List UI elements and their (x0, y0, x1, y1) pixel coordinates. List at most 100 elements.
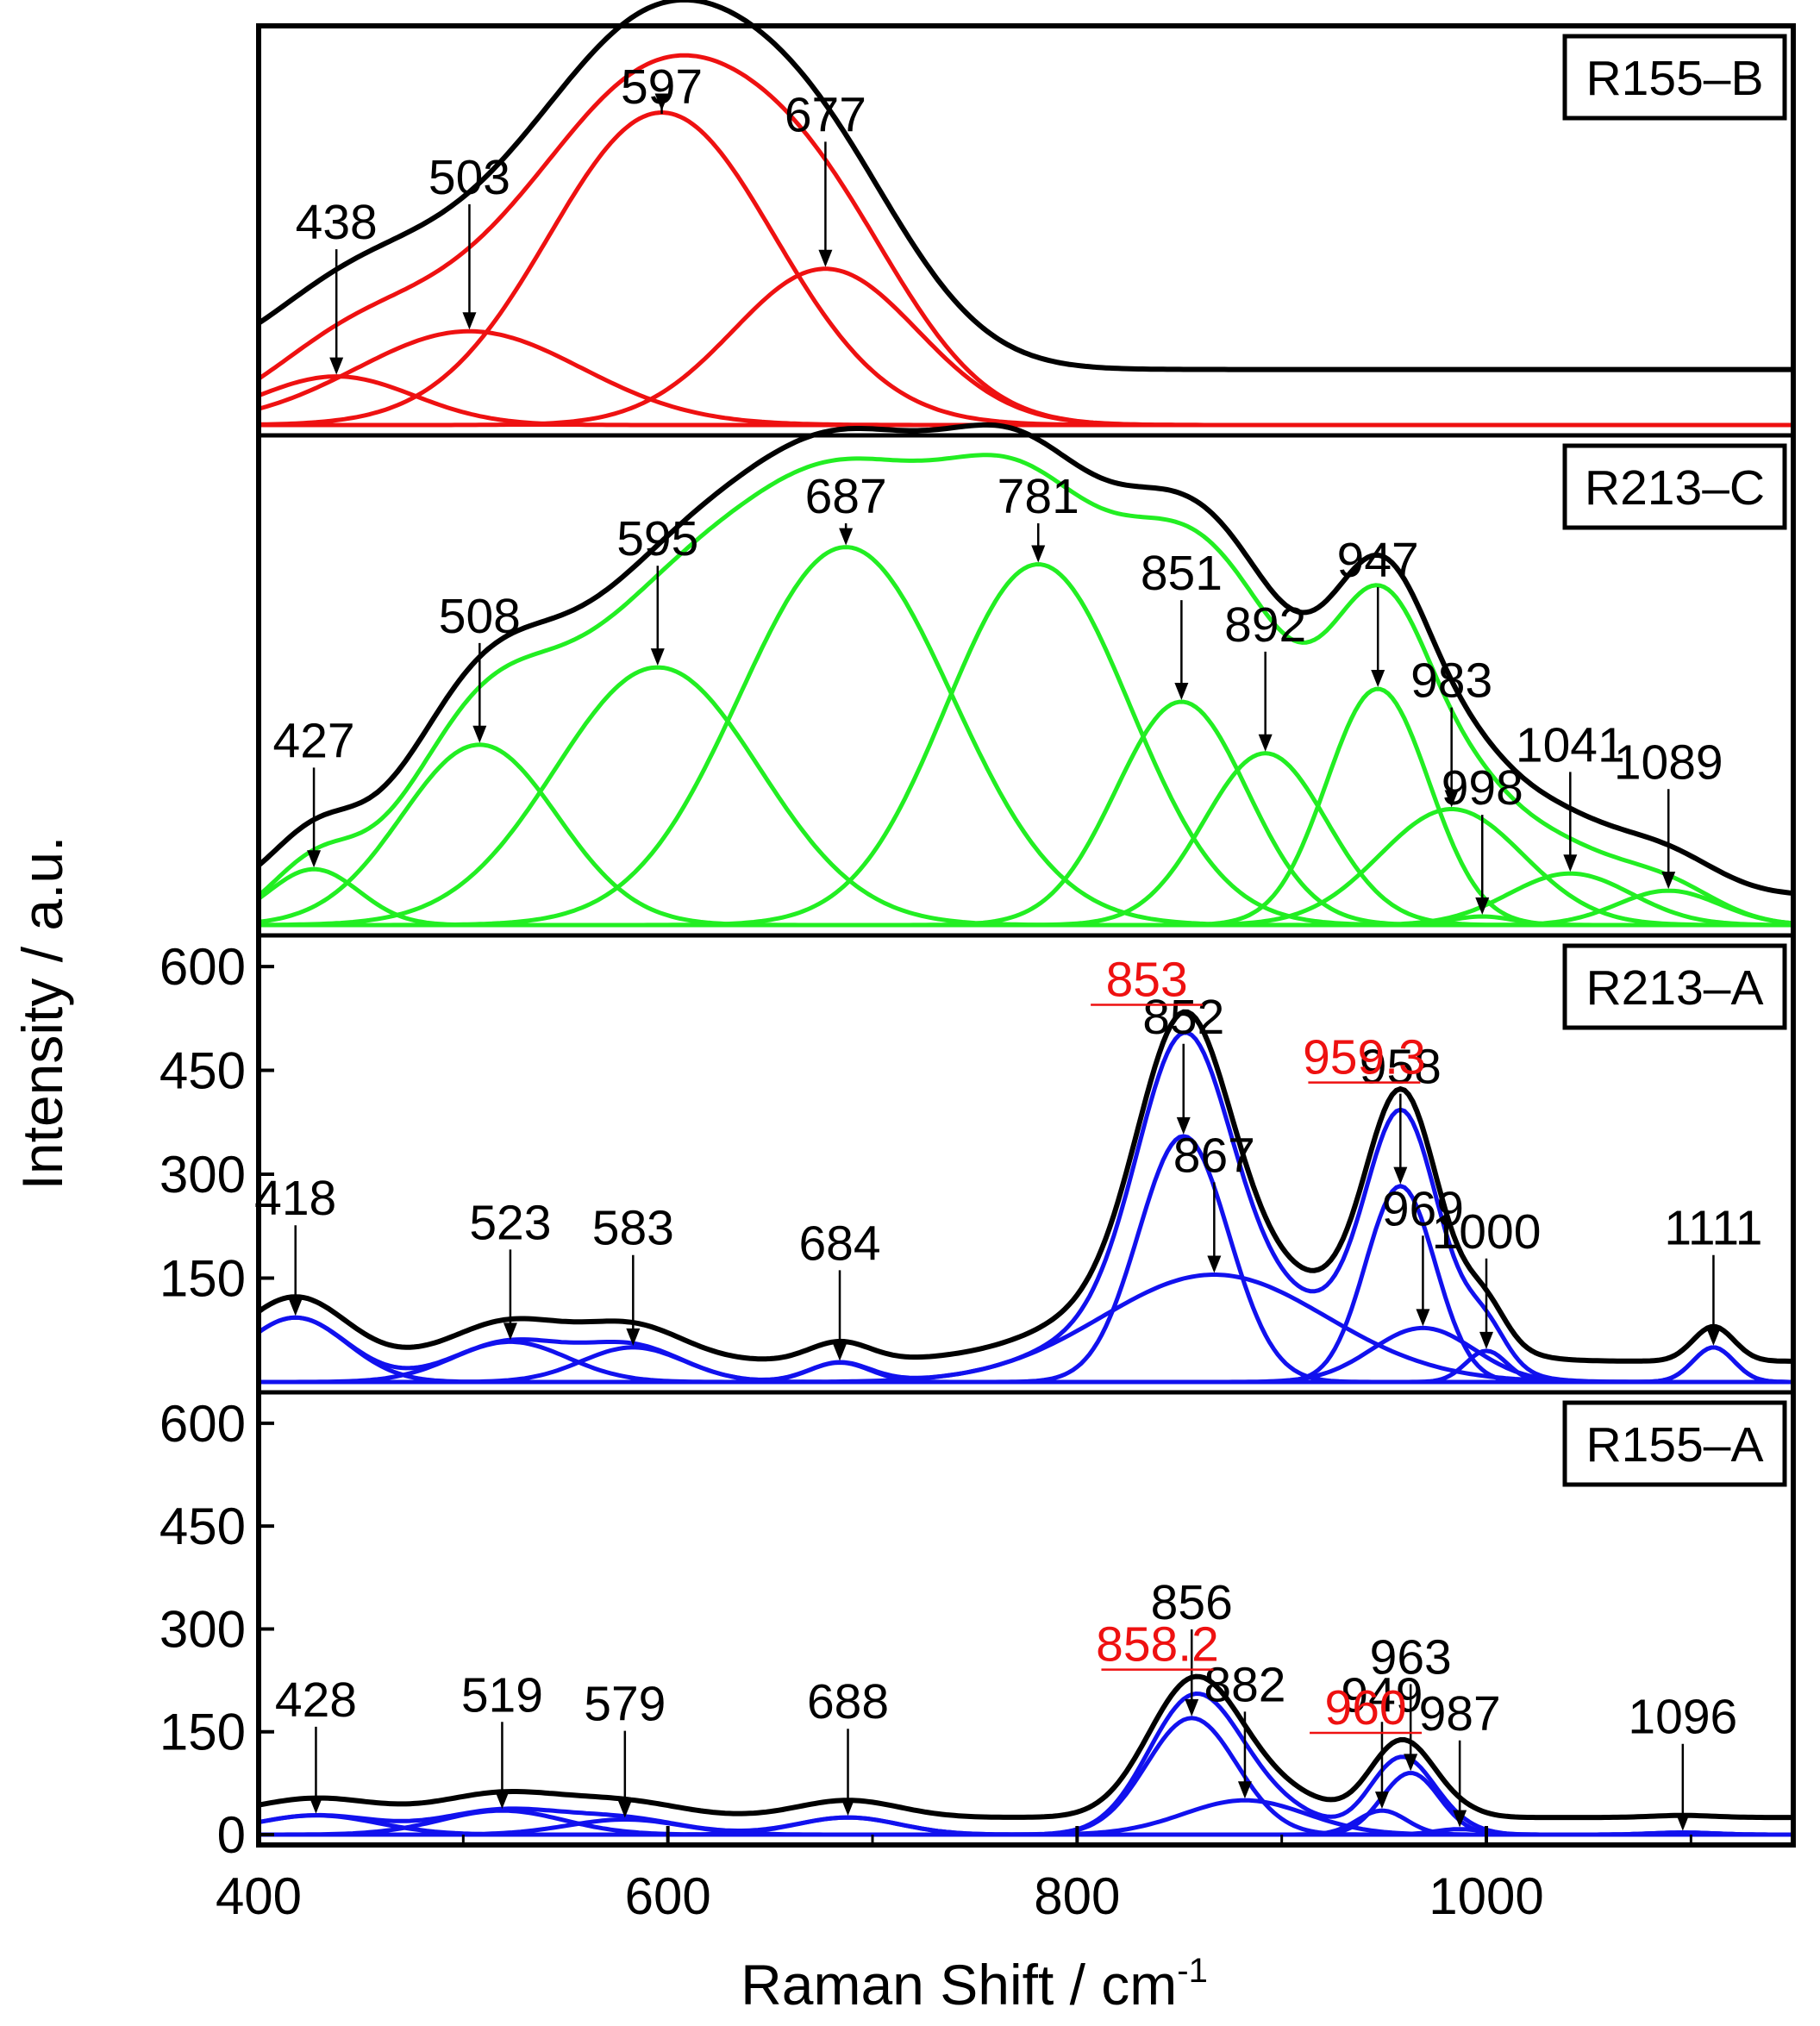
peak-label-597: 597 (621, 59, 703, 115)
peak-label-519: 519 (461, 1667, 543, 1723)
peak-label-781: 781 (998, 469, 1079, 524)
peak-arrow-head (1404, 1754, 1418, 1772)
peak-label-882: 882 (1204, 1657, 1285, 1712)
y-tick-label-450: 450 (159, 1042, 246, 1100)
y-tick-label-600: 600 (159, 1395, 246, 1453)
component-peak-595 (258, 665, 1793, 928)
peak-label-579: 579 (584, 1677, 666, 1732)
panel-legend-label: R155–A (1586, 1417, 1764, 1473)
y-tick-label-300: 300 (159, 1146, 246, 1204)
peak-arrow-head (818, 249, 833, 267)
peak-arrow-head (626, 1328, 641, 1346)
peak-arrow-head (1479, 1331, 1493, 1349)
plot-frame (256, 23, 1796, 1848)
panel-legend-box (1562, 943, 1787, 1030)
panel-legend-box (1562, 1400, 1787, 1487)
component-peak-1089 (259, 888, 1794, 928)
peak-label-947: 947 (1337, 533, 1419, 588)
peak-label-1096: 1096 (1628, 1690, 1737, 1745)
cumulative-fit-line (257, 453, 1794, 926)
peak-label-438: 438 (296, 195, 378, 250)
peak-arrow-head (1416, 1309, 1430, 1327)
peak-label-958: 958 (1360, 1040, 1442, 1095)
peak-arrow-head (307, 850, 322, 868)
peak-label-969: 969 (1382, 1181, 1464, 1236)
axes-group: 150 300 450 600 0 150 300 450 600 400 600 800 1000 (159, 23, 1796, 1925)
y-tick-label-300: 300 (159, 1600, 246, 1658)
highlight-label-959-3: 959.3 (1303, 1030, 1426, 1085)
component-peak-438 (258, 374, 1793, 428)
peak-label-987: 987 (1419, 1686, 1501, 1741)
peak-arrow-head (841, 1798, 855, 1817)
component-peak-983 (259, 807, 1793, 928)
peak-arrow-head (462, 312, 477, 330)
cumulative-fit-line (258, 1691, 1793, 1837)
measured-spectrum-line (257, 0, 1793, 372)
peak-label-508: 508 (439, 589, 521, 644)
component-peak-963 (259, 1771, 1793, 1837)
peak-arrow-head (1706, 1328, 1721, 1346)
y-tick-label-150: 150 (159, 1704, 246, 1761)
y-axis-label: Intensity / a.u. (10, 836, 74, 1191)
highlight-label-960: 960 (1325, 1680, 1407, 1735)
peak-label-852: 852 (1142, 990, 1224, 1045)
peak-arrow-head (472, 725, 487, 743)
peak-arrow-head (1563, 854, 1578, 872)
peak-arrow-head (1176, 1116, 1191, 1135)
highlight-label-853: 853 (1106, 953, 1188, 1008)
peak-arrow-head (1475, 897, 1490, 916)
peak-label-949: 949 (1341, 1667, 1423, 1723)
component-peak-523 (259, 1339, 1793, 1385)
peak-label-998: 998 (1442, 760, 1523, 816)
peak-arrow-head (1371, 670, 1385, 687)
peak-arrow-head (1207, 1255, 1222, 1273)
panel-r155b: 438 503 597 677 R155–B (257, 0, 1793, 428)
peak-arrow-head (1393, 1166, 1408, 1185)
peak-label-856: 856 (1151, 1575, 1233, 1630)
panel-legend-label: R213–C (1585, 460, 1765, 516)
peak-arrow-head (1031, 545, 1046, 563)
peak-label-1111: 1111 (1664, 1201, 1762, 1256)
component-peak-677 (259, 266, 1793, 428)
peak-label-1000: 1000 (1432, 1204, 1542, 1260)
peak-arrow-head (309, 1796, 323, 1814)
highlight-label-858-2: 858.2 (1096, 1617, 1219, 1673)
x-axis-label-superscript: -1 (1177, 1952, 1208, 1990)
peak-label-983: 983 (1410, 653, 1492, 709)
measured-spectrum-line (257, 1009, 1793, 1364)
component-peak-427 (257, 866, 1793, 928)
peak-label-428: 428 (275, 1673, 357, 1728)
panel-legend-label: R213–A (1586, 960, 1764, 1016)
component-peak-1041 (259, 871, 1793, 928)
peak-label-523: 523 (469, 1195, 551, 1250)
peak-label-687: 687 (805, 469, 887, 524)
peak-arrow-head (839, 528, 854, 546)
peak-label-851: 851 (1141, 546, 1223, 601)
peak-arrow-head (617, 1800, 632, 1818)
cumulative-fit-line (257, 1030, 1793, 1385)
peak-arrow-head (1237, 1781, 1252, 1799)
peak-label-503: 503 (428, 150, 510, 205)
y-tick-label-0: 0 (217, 1806, 246, 1864)
y-tick-label-150: 150 (159, 1250, 246, 1308)
peak-arrow-head (1258, 734, 1273, 752)
peak-label-418: 418 (254, 1171, 336, 1226)
component-peak-418 (257, 1315, 1793, 1385)
y-tick-label-600: 600 (159, 938, 246, 996)
peak-arrow-head (329, 357, 344, 375)
peak-label-892: 892 (1224, 597, 1306, 653)
panel-legend-box (1562, 34, 1787, 121)
component-peak-949 (259, 1808, 1793, 1837)
peak-arrow-head (1453, 1810, 1467, 1828)
peak-arrow-head (288, 1298, 303, 1316)
x-tick-label-1000: 1000 (1429, 1867, 1543, 1925)
panel-legend-label: R155–B (1586, 51, 1764, 106)
peak-label-684: 684 (798, 1216, 880, 1271)
peak-label-427: 427 (273, 713, 355, 768)
peak-arrow-head (833, 1343, 847, 1361)
peak-label-688: 688 (807, 1674, 889, 1729)
x-tick-label-800: 800 (1034, 1867, 1120, 1925)
